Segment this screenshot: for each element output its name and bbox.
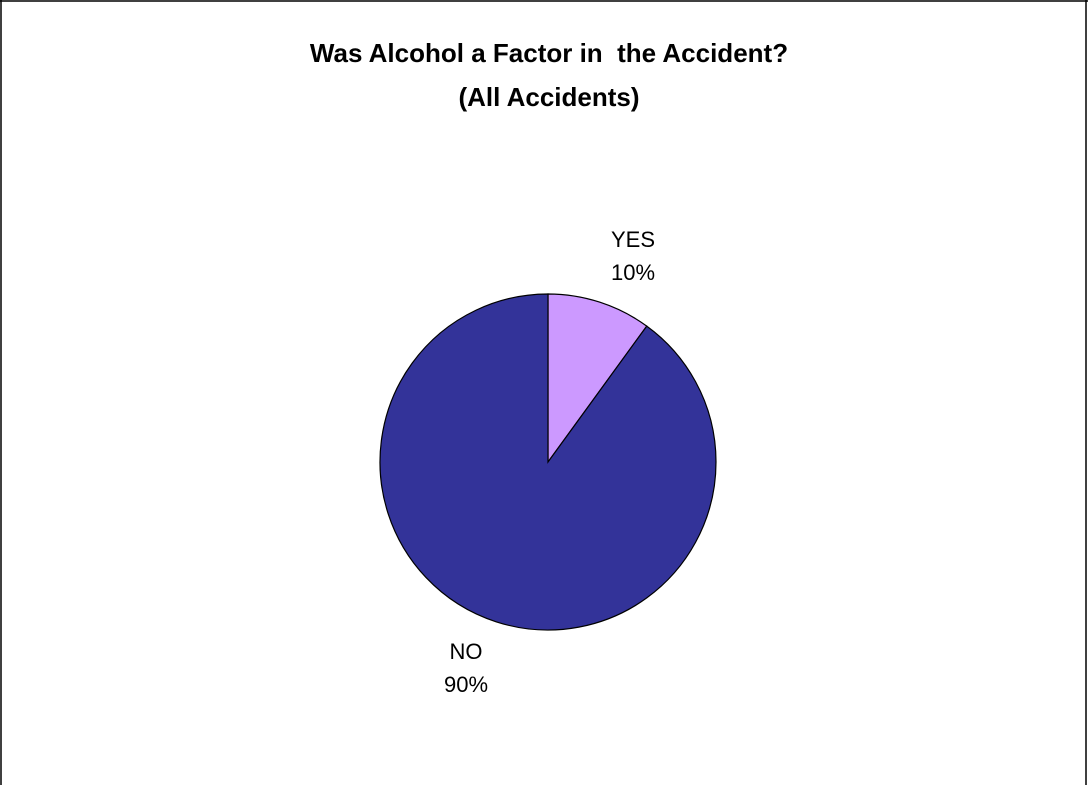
pie-slice-yes — [547, 293, 648, 464]
slice-label-no-percent: 90% — [444, 672, 488, 697]
slice-label-yes-name: YES — [611, 227, 655, 252]
chart-subtitle: (All Accidents) — [458, 82, 639, 112]
pie-slice-no — [379, 293, 717, 631]
slice-label-yes-percent: 10% — [611, 260, 655, 285]
chart-title: Was Alcohol a Factor in the Accident? — [310, 38, 788, 68]
pie-slices — [379, 293, 717, 631]
slice-label-no-name: NO — [450, 639, 483, 664]
